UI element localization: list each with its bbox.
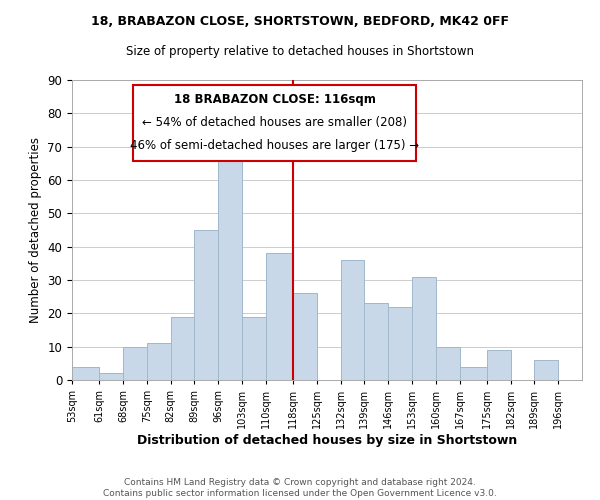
Text: ← 54% of detached houses are smaller (208): ← 54% of detached houses are smaller (20…: [142, 116, 407, 129]
Bar: [170, 316, 194, 380]
Bar: [194, 230, 218, 380]
Bar: [341, 260, 364, 380]
Bar: [436, 346, 460, 380]
Bar: [460, 366, 487, 380]
Bar: [147, 344, 170, 380]
Text: Size of property relative to detached houses in Shortstown: Size of property relative to detached ho…: [126, 45, 474, 58]
Bar: [535, 360, 558, 380]
Text: 46% of semi-detached houses are larger (175) →: 46% of semi-detached houses are larger (…: [130, 139, 419, 152]
FancyBboxPatch shape: [133, 84, 416, 161]
Y-axis label: Number of detached properties: Number of detached properties: [29, 137, 42, 323]
Bar: [123, 346, 147, 380]
Text: Contains public sector information licensed under the Open Government Licence v3: Contains public sector information licen…: [103, 490, 497, 498]
Bar: [72, 366, 99, 380]
Bar: [242, 316, 266, 380]
Bar: [266, 254, 293, 380]
X-axis label: Distribution of detached houses by size in Shortstown: Distribution of detached houses by size …: [137, 434, 517, 447]
Bar: [364, 304, 388, 380]
Bar: [388, 306, 412, 380]
Bar: [412, 276, 436, 380]
Bar: [293, 294, 317, 380]
Text: 18 BRABAZON CLOSE: 116sqm: 18 BRABAZON CLOSE: 116sqm: [174, 94, 376, 106]
Bar: [218, 140, 242, 380]
Bar: [487, 350, 511, 380]
Text: Contains HM Land Registry data © Crown copyright and database right 2024.: Contains HM Land Registry data © Crown c…: [124, 478, 476, 487]
Bar: [99, 374, 123, 380]
Text: 18, BRABAZON CLOSE, SHORTSTOWN, BEDFORD, MK42 0FF: 18, BRABAZON CLOSE, SHORTSTOWN, BEDFORD,…: [91, 15, 509, 28]
